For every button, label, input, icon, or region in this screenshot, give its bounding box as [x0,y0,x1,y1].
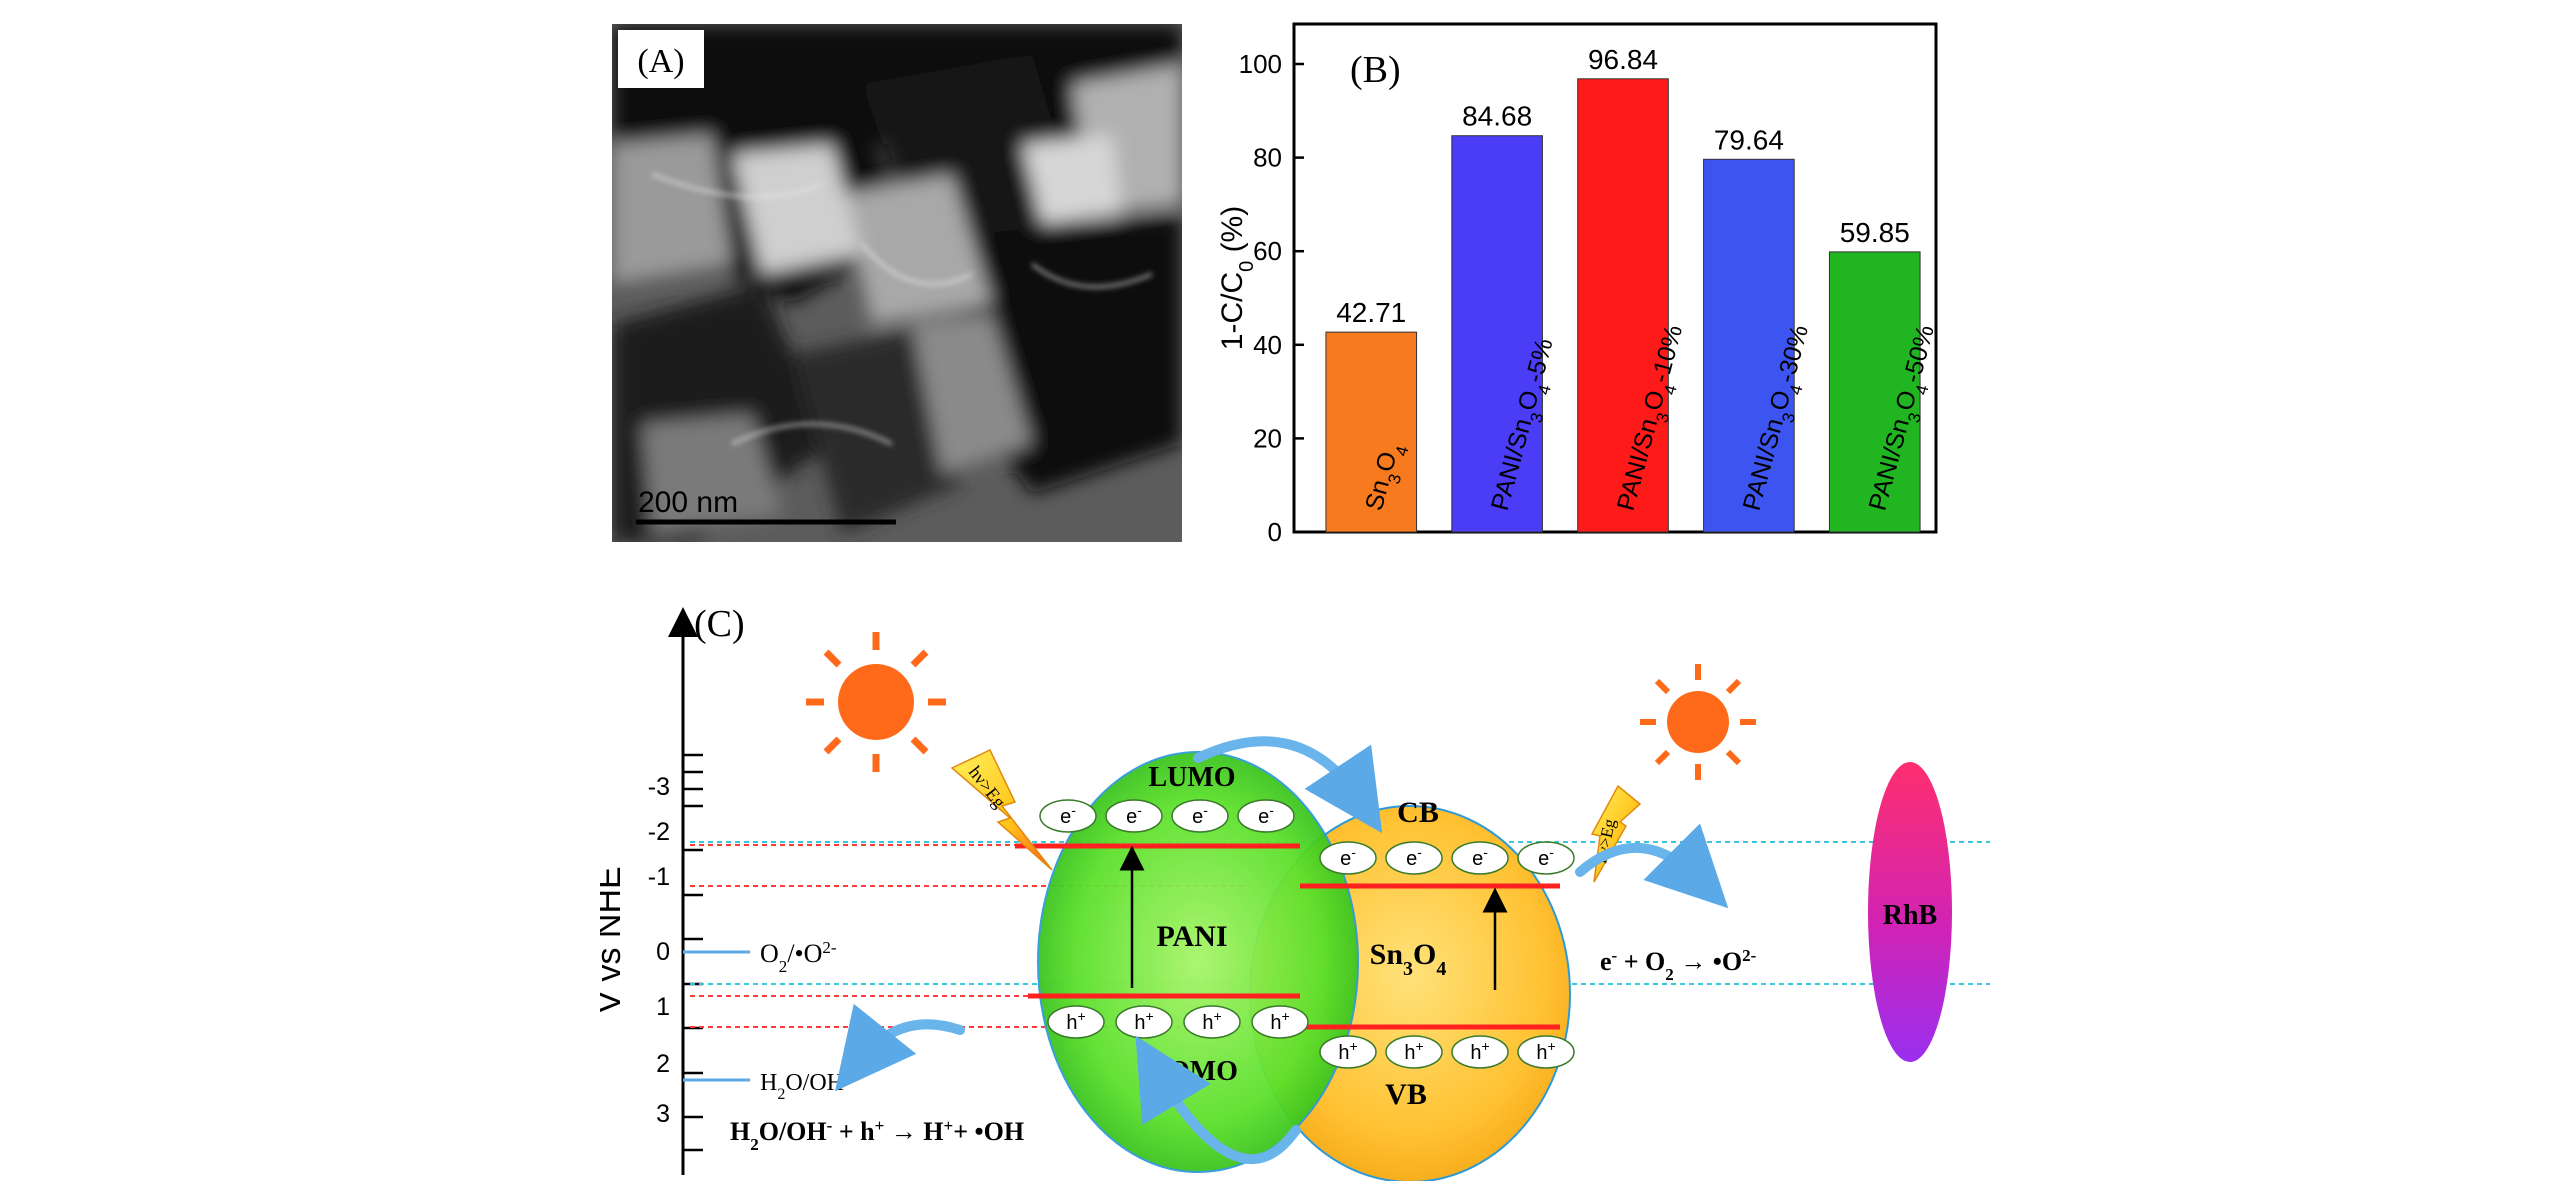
water-couple-label: H2O/OH- [760,1069,849,1103]
bar [1451,135,1543,533]
charge-carriers: e-e-e-e-e-e-e-e-h+ h+ h+ h+ h+ h+ h+ h+ [1039,799,1575,1069]
tick-label: 0 [656,938,670,966]
value-labels: 42.71 84.68 96.84 79.64 59.85 [1336,44,1910,328]
sn3o4-electron-bubble [1517,841,1575,875]
pani-electron: e- [1060,802,1076,828]
category-label: PANI/Sn3O4-5% [1486,335,1566,515]
y-tick-label: 100 [1239,49,1282,79]
pani-hole-bubble [1183,1005,1241,1039]
pani-hole-bubble [1251,1005,1309,1039]
charge-transfer-arrows [834,736,1729,1164]
rhb-dye [1868,762,1952,1062]
tick-label: -2 [648,818,670,846]
sn3o4-electron-bubble [1319,841,1377,875]
cb-label: CB [1397,796,1439,829]
pani-electron-bubble [1039,799,1097,833]
panel-b-label: (B) [1350,49,1401,91]
y-tick-label: 60 [1253,236,1282,266]
sn3o4-hole-bubble [1319,1035,1377,1069]
sn3o4-electron-bubble [1451,841,1509,875]
panel-a-label-box [618,30,704,88]
sn3o4-label: Sn3O4 [1370,938,1447,980]
sn3o4-hole-bubble [1451,1035,1509,1069]
panel-c-label: (C) [694,603,745,645]
pani-particle [1037,751,1359,1173]
pani-hole: h+ [1066,1008,1085,1034]
pani-label: PANI [1156,920,1227,953]
pani-electron-bubble [1171,799,1229,833]
sn3o4-electron-bubble [1385,841,1443,875]
bar [1325,331,1418,533]
bar-chart-panel: 0 20 40 60 80 100 42.71 84.68 96.84 79.64 59.85 S… [1200,0,1960,560]
sn3o4-hole: h+ [1404,1038,1423,1064]
sun-icon [806,632,946,772]
pani-electron: e- [1192,802,1208,828]
lightning-icon: hν>Eg [1590,784,1642,883]
oxygen-reduction-equation: e- + O2 → •O2- [1600,946,1757,984]
y-tick-label: 20 [1253,423,1282,453]
tem-image-panel: (A) 200 nm [612,24,1182,542]
pani-electron-bubble [1237,799,1295,833]
band-diagram: (C) -3 -2 -1 0 1 2 3 V vs NHE [590,603,1990,1183]
sn3o4-electron: e- [1472,844,1488,870]
potential-axis-label: V vs NHE [600,866,628,1013]
bar [1828,251,1921,533]
lumo-label: LUMO [1148,762,1235,793]
band-diagram-panel: (C) -3 -2 -1 0 1 2 3 V vs NHE [590,590,2000,1183]
pani-electron-bubble [1105,799,1163,833]
bar-value-label: 84.68 [1462,101,1532,132]
sn3o4-electron: e- [1538,844,1554,870]
y-axis-ticks: 0 20 40 60 80 100 [1239,49,1304,547]
bar-value-label: 59.85 [1840,217,1910,248]
scale-bar-label: 200 nm [638,486,738,519]
sn3o4-hole: h+ [1338,1038,1357,1064]
sn3o4-hole: h+ [1536,1038,1555,1064]
tick-label: 1 [656,993,670,1021]
y-tick-label: 40 [1253,330,1282,360]
tick-label: 3 [656,1100,670,1128]
sn3o4-electron: e- [1340,844,1356,870]
pani-electron: e- [1126,802,1142,828]
bar-value-label: 42.71 [1336,297,1406,328]
axis-tick-labels: -3 -2 -1 0 1 2 3 [648,773,670,1128]
bar [1577,78,1669,533]
sn3o4-electron: e- [1406,844,1422,870]
pani-hole: h+ [1202,1008,1221,1034]
pani-electron: e- [1258,802,1274,828]
pani-hole: h+ [1134,1008,1153,1034]
o2-couple-label: O2/•O2- [760,938,837,976]
bar [1703,158,1795,533]
sn3o4-hole-bubble [1517,1035,1575,1069]
lightning-icon: hν>Eg [950,749,1053,871]
rhb-label: RhB [1883,900,1937,931]
panel-a-label: (A) [637,43,684,80]
vb-label: VB [1385,1078,1427,1111]
pani-hole-bubble [1047,1005,1105,1039]
sn3o4-hole-bubble [1385,1035,1443,1069]
sun-icon [1640,664,1756,780]
tem-micrograph: (A) 200 nm [612,24,1182,542]
hydroxyl-radical-equation: H2O/OH- + h+ → H++ •OH [730,1116,1024,1154]
bar-value-label: 96.84 [1588,44,1658,75]
y-tick-label: 0 [1268,517,1282,547]
bars [1325,78,1921,533]
tick-label: -3 [648,773,670,801]
sn3o4-hole: h+ [1470,1038,1489,1064]
axis-minor-ticks [683,753,703,1152]
pani-hole: h+ [1270,1008,1289,1034]
tick-label: 2 [656,1050,670,1078]
y-axis-label: 1-C/C0 (%) [1216,206,1258,350]
tick-label: -1 [648,863,670,891]
y-tick-label: 80 [1253,143,1282,173]
bar-value-label: 79.64 [1714,124,1784,155]
